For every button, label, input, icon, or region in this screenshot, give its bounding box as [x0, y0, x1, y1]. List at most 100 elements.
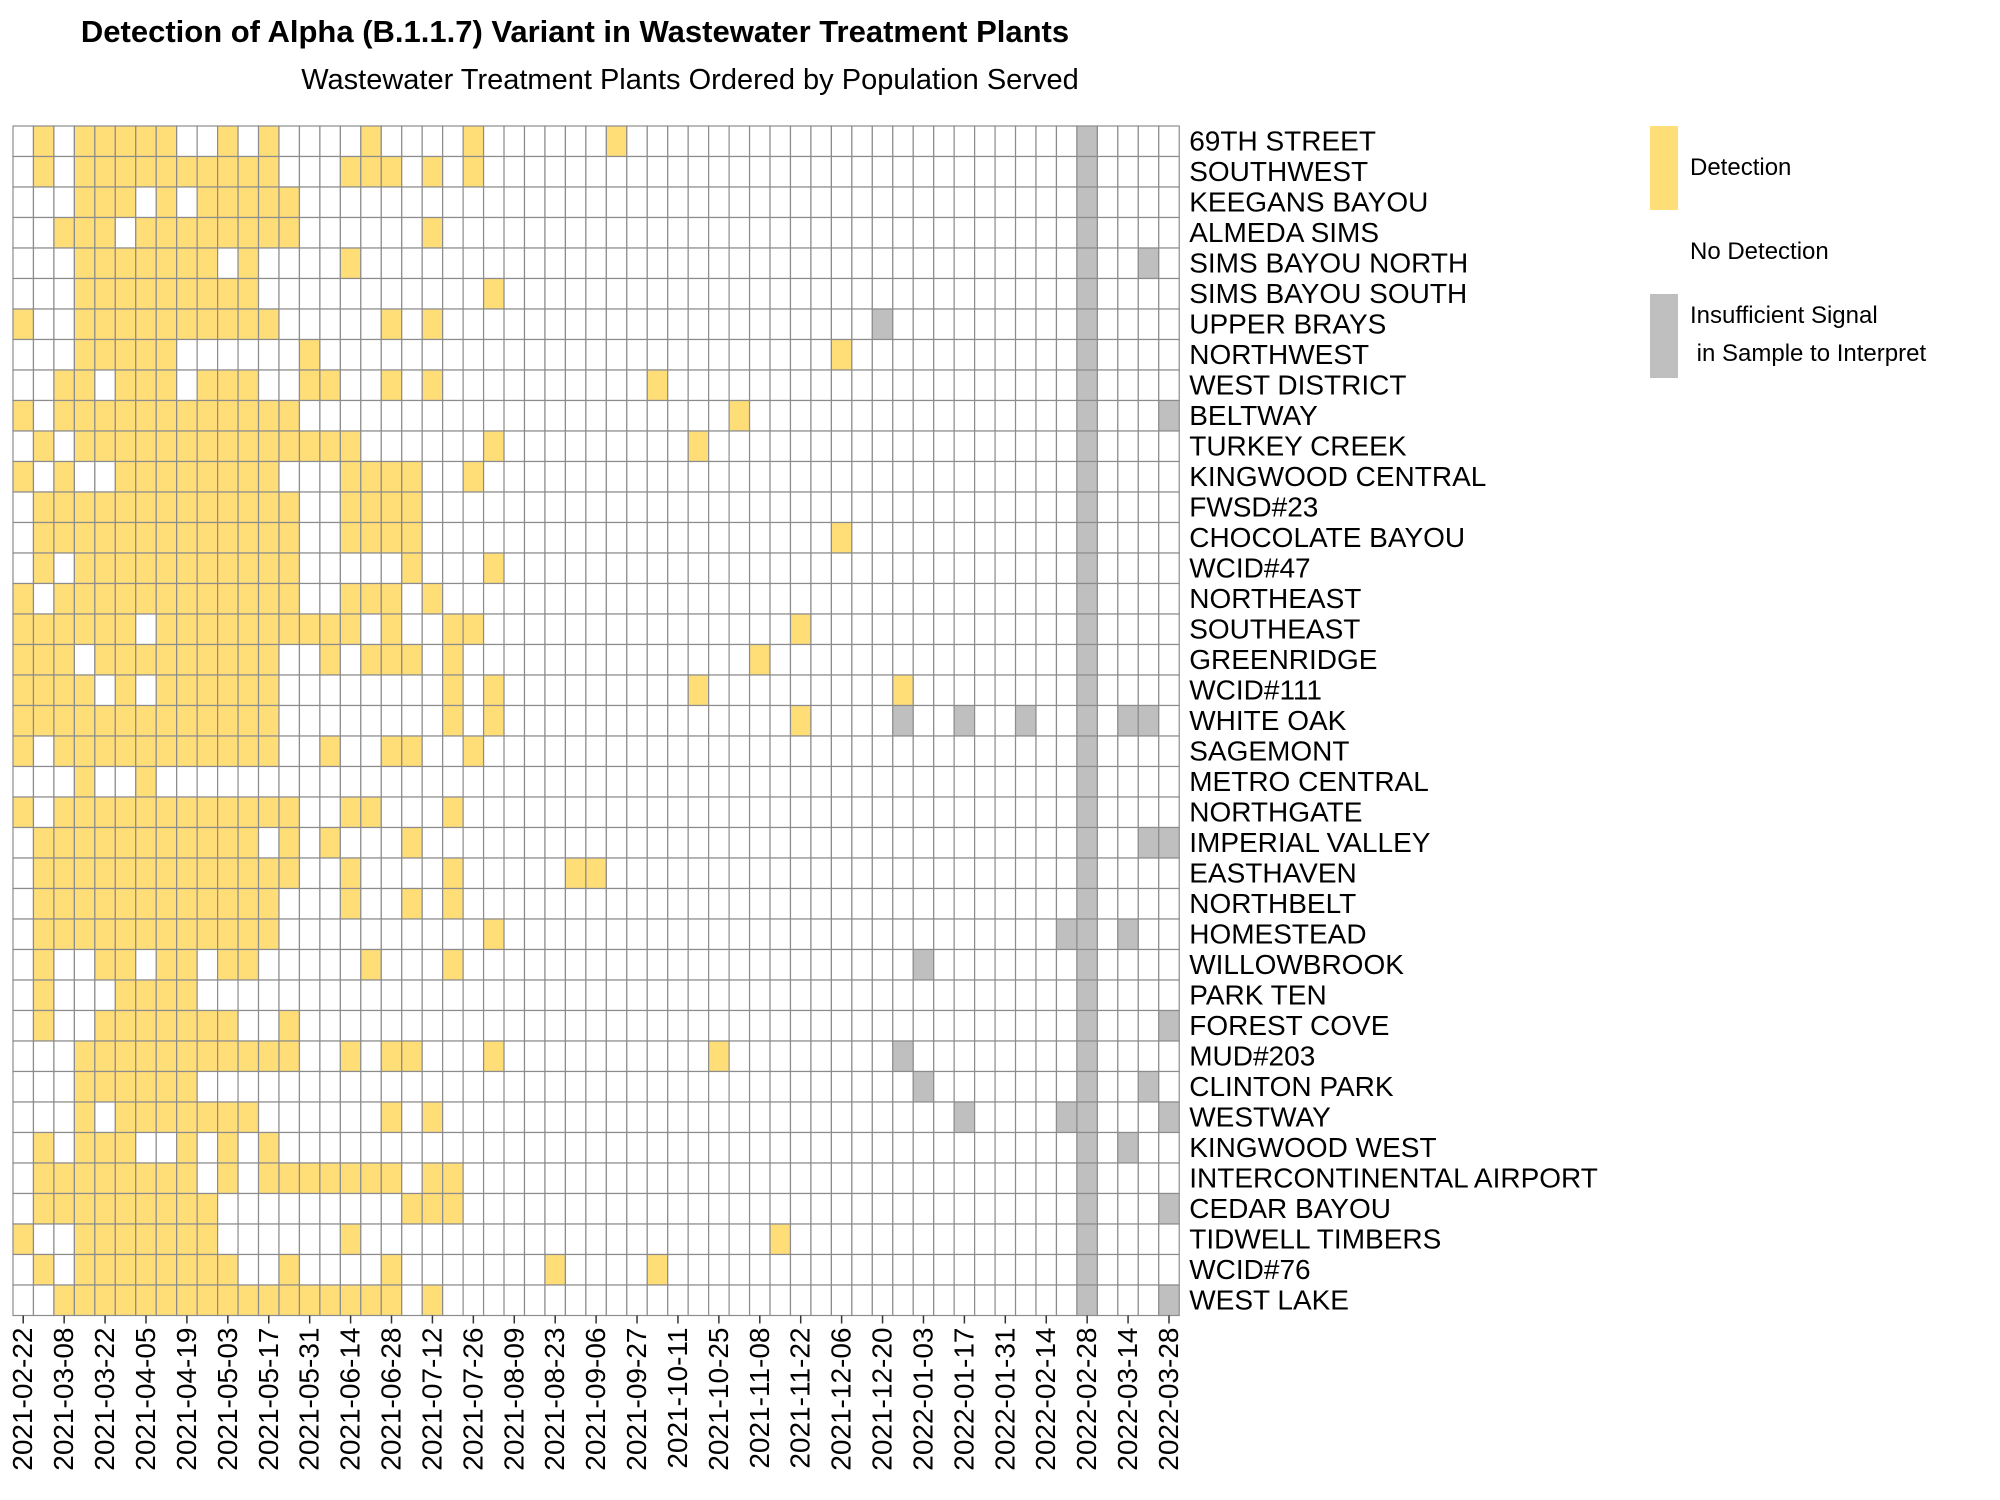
heatmap-cell — [912, 552, 935, 585]
heatmap-cell — [1158, 155, 1180, 188]
heatmap-cell — [298, 247, 321, 280]
heatmap-cell — [32, 1162, 55, 1195]
heatmap-cell — [278, 674, 301, 707]
heatmap-cell — [114, 1009, 137, 1042]
heatmap-cell — [523, 1009, 546, 1042]
heatmap-cell — [1055, 1162, 1078, 1195]
heatmap-cell — [339, 704, 362, 737]
heatmap-cell — [708, 1223, 730, 1256]
heatmap-cell — [421, 1040, 444, 1073]
heatmap-cell — [789, 1131, 812, 1164]
heatmap-cell — [442, 826, 464, 859]
heatmap-cell — [974, 186, 996, 219]
heatmap-cell — [994, 643, 1017, 676]
heatmap-cell — [851, 521, 873, 554]
heatmap-cell — [646, 704, 669, 737]
heatmap-cell — [687, 430, 710, 463]
heatmap-cell — [319, 582, 341, 615]
heatmap-cell — [482, 216, 505, 249]
heatmap-cell — [810, 735, 833, 768]
heatmap-cell — [708, 643, 730, 676]
x-tick-label: 2021-04-05 — [130, 1328, 161, 1471]
heatmap-cell — [1096, 887, 1119, 920]
heatmap-cell — [135, 460, 157, 493]
row-label: MUD#203 — [1189, 1040, 1315, 1071]
heatmap-cell — [257, 1131, 280, 1164]
heatmap-cell — [585, 186, 607, 219]
heatmap-cell — [789, 796, 812, 829]
heatmap-cell — [196, 125, 219, 158]
heatmap-cell — [53, 521, 75, 554]
heatmap-cell — [523, 491, 546, 524]
heatmap-cell — [462, 643, 485, 676]
heatmap-cell — [482, 918, 505, 951]
heatmap-cell — [319, 735, 341, 768]
heatmap-cell — [933, 1009, 955, 1042]
heatmap-cell — [830, 1223, 853, 1256]
heatmap-cell — [1035, 399, 1058, 432]
heatmap-cell — [482, 887, 505, 920]
heatmap-cell — [32, 1284, 55, 1317]
heatmap-cell — [851, 979, 873, 1012]
heatmap-cell — [769, 491, 792, 524]
heatmap-cell — [1035, 491, 1058, 524]
heatmap-cell — [32, 1253, 55, 1286]
heatmap-cell — [953, 674, 976, 707]
heatmap-cell — [1137, 308, 1160, 341]
heatmap-cell — [1137, 1192, 1160, 1225]
heatmap-cell — [605, 857, 628, 890]
heatmap-cell — [360, 216, 382, 249]
heatmap-cell — [912, 887, 935, 920]
heatmap-cell — [544, 125, 567, 158]
heatmap-cell — [626, 918, 648, 951]
row-label: WILLOWBROOK — [1189, 949, 1404, 980]
heatmap-cell — [257, 308, 280, 341]
heatmap-cell — [32, 918, 55, 951]
heatmap-cell — [646, 948, 669, 981]
heatmap-cell — [810, 918, 833, 951]
heatmap-cell — [339, 948, 362, 981]
heatmap-cell — [933, 826, 955, 859]
heatmap-cell — [94, 460, 116, 493]
heatmap-cell — [994, 369, 1017, 402]
heatmap-cell — [339, 1009, 362, 1042]
heatmap-cell — [851, 704, 873, 737]
heatmap-cell — [564, 491, 587, 524]
heatmap-cell — [605, 1192, 628, 1225]
heatmap-cell — [810, 308, 833, 341]
heatmap-cell — [687, 216, 710, 249]
heatmap-cell — [769, 155, 792, 188]
heatmap-cell — [32, 887, 55, 920]
heatmap-cell — [94, 979, 116, 1012]
heatmap-cell — [360, 1131, 382, 1164]
heatmap-cell — [298, 796, 321, 829]
legend-swatch-no-detection — [1650, 210, 1678, 294]
heatmap-cell — [257, 735, 280, 768]
heatmap-cell — [646, 1131, 669, 1164]
heatmap-cell — [278, 1070, 301, 1103]
heatmap-cell — [810, 155, 833, 188]
heatmap-cell — [994, 399, 1017, 432]
heatmap-cell — [585, 1223, 607, 1256]
heatmap-cell — [871, 887, 894, 920]
heatmap-cell — [605, 735, 628, 768]
heatmap-cell — [114, 1101, 137, 1134]
heatmap-cell — [442, 247, 464, 280]
heatmap-cell — [1137, 582, 1160, 615]
heatmap-cell — [564, 247, 587, 280]
heatmap-cell — [933, 338, 955, 371]
heatmap-cell — [421, 643, 444, 676]
heatmap-cell — [176, 125, 198, 158]
heatmap-cell — [523, 1040, 546, 1073]
heatmap-cell — [401, 796, 423, 829]
heatmap-cell — [564, 430, 587, 463]
heatmap-cell — [73, 948, 96, 981]
heatmap-cell — [1096, 704, 1119, 737]
heatmap-cell — [360, 1253, 382, 1286]
x-tick-label: 2021-12-20 — [867, 1328, 898, 1471]
heatmap-cell — [1096, 552, 1119, 585]
heatmap-cell — [1076, 125, 1098, 158]
heatmap-cell — [1014, 491, 1037, 524]
heatmap-cell — [32, 674, 55, 707]
heatmap-cell — [748, 1284, 771, 1317]
